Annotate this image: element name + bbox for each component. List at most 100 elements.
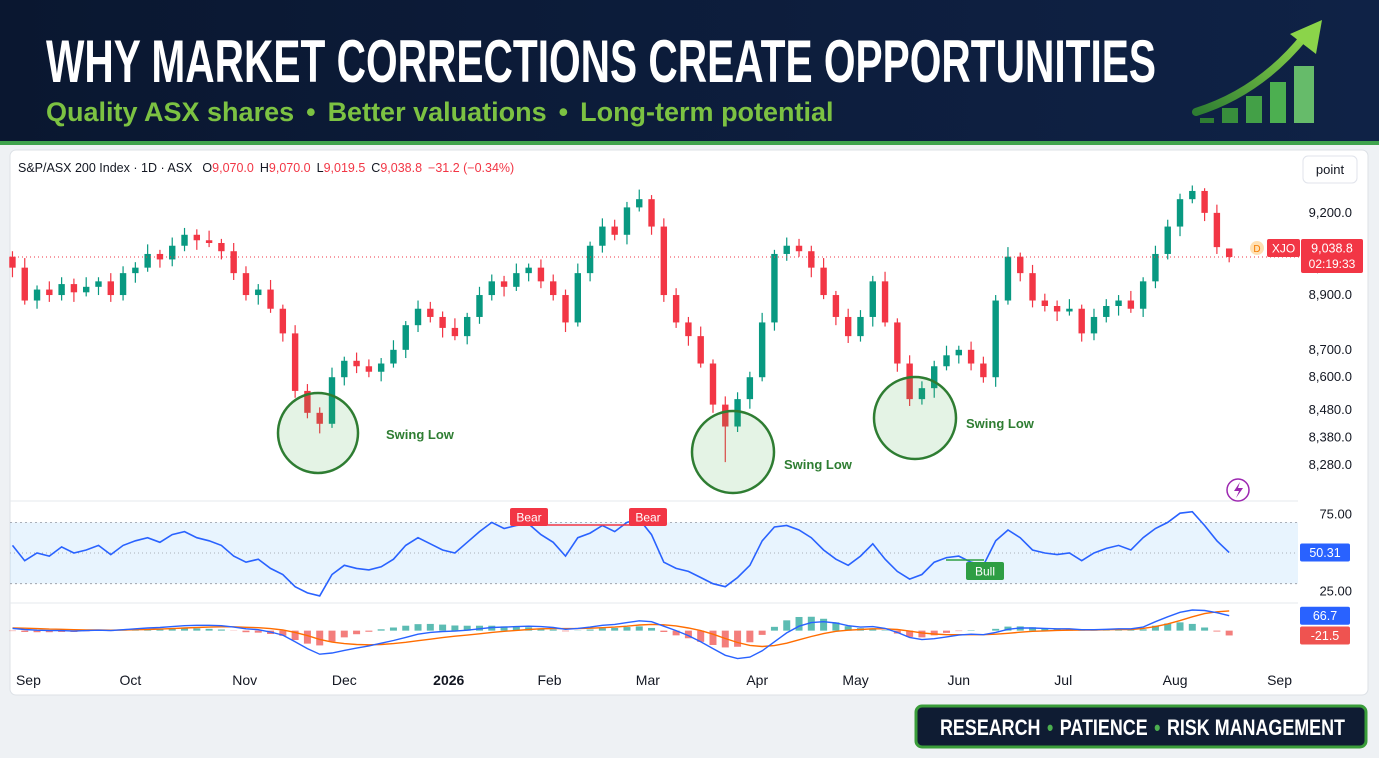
- histogram-bar: [1201, 627, 1209, 631]
- histogram-bar: [684, 630, 692, 639]
- candle-body: [463, 316, 471, 337]
- candle-body: [279, 308, 287, 334]
- candle-body: [414, 308, 422, 326]
- candle-body: [992, 300, 999, 378]
- y-tick-label: 75.00: [1319, 507, 1352, 522]
- candle-body: [95, 281, 102, 287]
- candle-body: [931, 366, 938, 389]
- ohlc-key: O: [202, 161, 212, 175]
- histogram-bar: [1115, 629, 1123, 631]
- unit-button[interactable]: [1302, 155, 1358, 184]
- y-tick-label: 8,600.0: [1309, 369, 1352, 384]
- subtitle-item: Long-term potential: [580, 97, 833, 127]
- candle-body: [82, 286, 90, 293]
- histogram-bar: [598, 628, 606, 631]
- y-tick-label: 8,480.0: [1309, 402, 1352, 417]
- candle-body: [21, 267, 28, 301]
- signal-badge: [510, 508, 548, 526]
- candle-body: [58, 284, 65, 296]
- histogram-bar: [758, 630, 766, 635]
- candle-body: [513, 273, 520, 287]
- histogram-bar: [426, 623, 434, 631]
- header-bg: [0, 0, 1379, 141]
- candle-body: [611, 226, 618, 235]
- histogram-bar: [500, 626, 508, 631]
- ohlc-key: H: [260, 161, 269, 175]
- signal-badge-label: Bear: [516, 511, 541, 525]
- price-tag-label: 9,038.8: [1311, 242, 1353, 256]
- countdown: 02:19:33: [1309, 257, 1356, 271]
- candle-body: [144, 253, 151, 268]
- signal-badge-label: Bull: [975, 565, 995, 579]
- histogram-bar: [1139, 629, 1147, 631]
- footer-box: [914, 704, 1368, 749]
- candle-body: [648, 199, 655, 227]
- histogram-bar: [1188, 623, 1196, 631]
- candle-body: [1115, 300, 1122, 306]
- candle-body: [1029, 273, 1036, 301]
- ohlc-legend: S&P/ASX 200 Index · 1D · ASX O9,070.0 H9,0…: [18, 161, 514, 175]
- histogram-bar: [1176, 622, 1184, 631]
- histogram-bar: [537, 628, 545, 631]
- candle-body: [377, 363, 385, 372]
- value-tag: [1300, 626, 1350, 645]
- candle-body: [758, 322, 766, 378]
- candle-body: [586, 245, 594, 274]
- alert-icon[interactable]: [1226, 478, 1250, 502]
- histogram-bar: [832, 622, 840, 631]
- candle-body: [574, 273, 582, 323]
- bullet: •: [306, 97, 315, 127]
- footer-item: RESEARCH: [940, 715, 1040, 740]
- histogram-bar: [217, 629, 225, 631]
- unit-button-label[interactable]: point: [1316, 162, 1345, 177]
- y-tick-label: 8,380.0: [1309, 429, 1352, 444]
- histogram-bar: [402, 625, 410, 631]
- histogram-bar: [439, 624, 447, 631]
- histogram-bar: [660, 630, 668, 632]
- header-rule: [0, 141, 1379, 145]
- histogram-bar: [1164, 623, 1172, 631]
- histogram-bar: [1213, 630, 1221, 632]
- subtitle-item: Quality ASX shares: [46, 97, 294, 127]
- candle-body: [525, 267, 532, 274]
- signal-badge-label: Bear: [635, 511, 660, 525]
- value-tag: [1300, 606, 1350, 625]
- value-tag-label: 50.31: [1309, 546, 1340, 560]
- histogram-bar: [930, 630, 938, 636]
- signal-badge: [629, 508, 667, 526]
- candle-body: [685, 322, 692, 337]
- candle-body: [46, 289, 53, 296]
- histogram-bar: [451, 625, 459, 631]
- x-tick-label: Oct: [120, 672, 142, 688]
- histogram-bar: [918, 630, 926, 638]
- candle-body: [451, 327, 459, 337]
- histogram-bar: [353, 630, 361, 635]
- candle-body: [722, 404, 729, 427]
- bullet: •: [559, 97, 568, 127]
- histogram-bar: [869, 628, 877, 631]
- histogram-bar: [156, 629, 164, 631]
- histogram-bar: [291, 630, 299, 641]
- candle-body: [119, 273, 127, 296]
- candle-body: [820, 267, 827, 296]
- histogram-bar: [1127, 629, 1135, 631]
- candle-body: [353, 360, 360, 367]
- price-tag: [1301, 239, 1363, 274]
- candle-body: [33, 289, 41, 301]
- candle-body: [291, 333, 299, 391]
- candle-body: [341, 360, 348, 378]
- candle-body: [783, 245, 790, 254]
- candle-body: [918, 388, 926, 400]
- x-tick-label: Apr: [746, 672, 768, 688]
- candle-body: [205, 240, 213, 243]
- candle-body: [709, 363, 717, 405]
- swing-label: Swing Low: [386, 427, 455, 442]
- candle-body: [255, 289, 262, 296]
- candle-body: [537, 267, 545, 282]
- histogram-bar: [1151, 625, 1159, 631]
- histogram-bar: [463, 625, 471, 631]
- candle-body: [9, 256, 16, 268]
- candle-body: [894, 322, 901, 364]
- histogram-bar: [562, 630, 570, 632]
